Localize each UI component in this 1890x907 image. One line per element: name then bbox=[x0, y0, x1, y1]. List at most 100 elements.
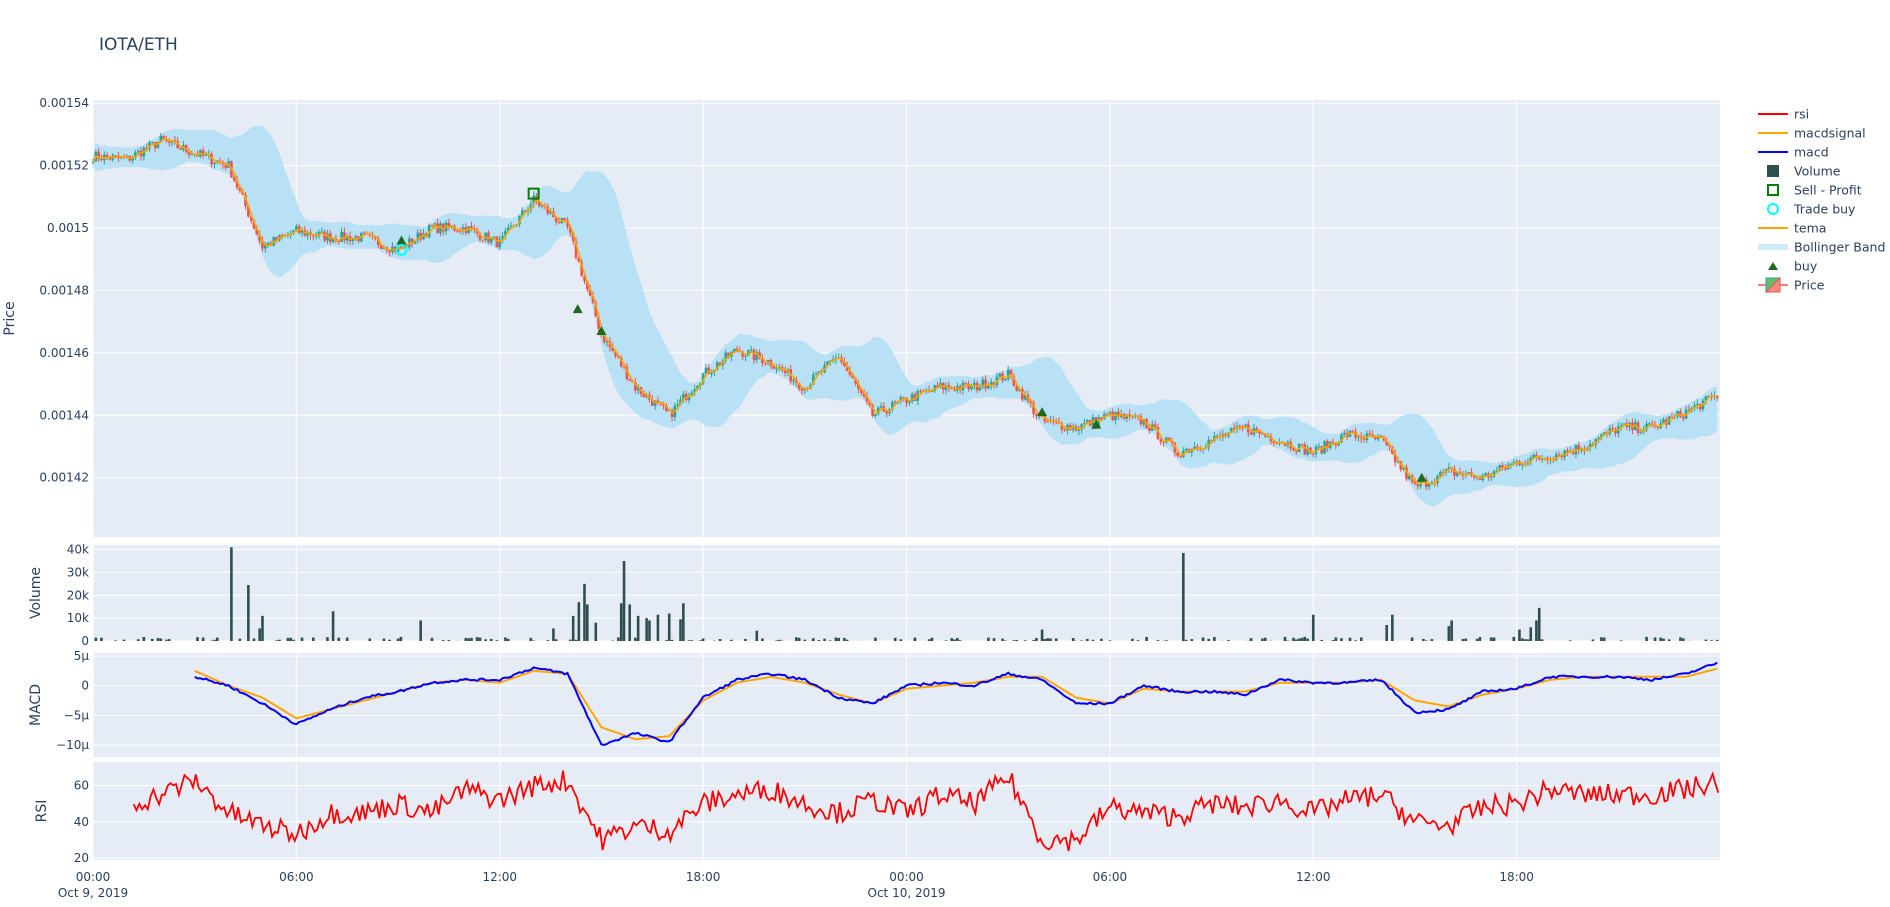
volume-bar bbox=[137, 639, 140, 641]
volume-bar bbox=[202, 638, 205, 641]
volume-bar bbox=[1476, 639, 1479, 641]
volume-bar bbox=[397, 639, 400, 641]
legend-item-trade-buy[interactable]: Trade buy bbox=[1768, 202, 1856, 217]
x-tick-label: 18:00 bbox=[1499, 870, 1534, 884]
volume-bar bbox=[442, 640, 445, 641]
volume-bar bbox=[253, 638, 256, 641]
volume-bar bbox=[1360, 637, 1363, 641]
volume-bar bbox=[702, 638, 705, 641]
volume-bar bbox=[470, 638, 473, 641]
legend-item-buy[interactable]: buy bbox=[1768, 259, 1818, 274]
volume-bar bbox=[555, 639, 558, 641]
volume-bar bbox=[1538, 608, 1541, 641]
legend[interactable]: rsi macdsignal macd Volume Sell - Profit Trad… bbox=[1758, 107, 1885, 293]
candle-body bbox=[1343, 433, 1346, 435]
volume-bar bbox=[1450, 620, 1453, 641]
volume-bar bbox=[479, 638, 482, 641]
volume-bar bbox=[532, 640, 535, 641]
volume-bar bbox=[157, 638, 160, 641]
volume-bar bbox=[388, 640, 391, 641]
y-tick-label: −5μ bbox=[64, 708, 90, 722]
volume-bar bbox=[959, 640, 962, 641]
volume-bar bbox=[1298, 638, 1301, 641]
volume-bar bbox=[326, 637, 329, 641]
volume-bar bbox=[230, 547, 233, 641]
volume-bar bbox=[1600, 637, 1603, 641]
candle-body bbox=[984, 379, 987, 388]
y-tick-label: 20 bbox=[74, 851, 89, 865]
volume-bar bbox=[1213, 637, 1216, 641]
y-axis-title: Volume bbox=[28, 567, 44, 619]
legend-item-rsi[interactable]: rsi bbox=[1758, 107, 1809, 122]
candle-body bbox=[973, 383, 976, 385]
legend-item-macd[interactable]: macd bbox=[1758, 145, 1829, 160]
volume-bar bbox=[1668, 639, 1671, 641]
y-tick-label: 60 bbox=[74, 779, 89, 793]
volume-bar bbox=[987, 638, 990, 641]
volume-bar bbox=[165, 640, 168, 641]
volume-bar bbox=[583, 584, 586, 641]
volume-bar bbox=[1013, 640, 1016, 641]
candle-body bbox=[1682, 417, 1685, 419]
volume-bar bbox=[1165, 640, 1168, 641]
legend-label: macdsignal bbox=[1794, 126, 1866, 141]
volume-bar bbox=[247, 585, 250, 641]
volume-bar bbox=[1592, 640, 1595, 641]
x-tick-label: 12:00 bbox=[482, 870, 517, 884]
volume-bar bbox=[818, 640, 821, 641]
legend-item-price[interactable]: Price bbox=[1758, 278, 1825, 293]
volume-bar bbox=[1524, 639, 1527, 641]
y-tick-label: 0.00152 bbox=[39, 159, 89, 173]
volume-bar bbox=[159, 638, 162, 641]
volume-bar bbox=[1001, 639, 1004, 641]
legend-item-bollinger-band[interactable]: Bollinger Band bbox=[1758, 240, 1885, 255]
volume-bar bbox=[289, 638, 292, 641]
candle-body bbox=[1312, 454, 1315, 455]
volume-bar bbox=[151, 639, 154, 641]
y-tick-label: 0.00148 bbox=[39, 283, 89, 297]
volume-bar bbox=[798, 638, 801, 641]
volume-bar bbox=[1185, 640, 1188, 641]
y-axis-title: Price bbox=[2, 301, 18, 335]
candle-body bbox=[1179, 456, 1182, 457]
y-tick-label: 0 bbox=[81, 634, 89, 648]
volume-bar bbox=[292, 640, 295, 641]
legend-item-volume[interactable]: Volume bbox=[1767, 164, 1841, 179]
volume-bar bbox=[1292, 638, 1295, 641]
volume-bar bbox=[143, 637, 146, 641]
volume-bar bbox=[1518, 630, 1521, 641]
candle-body bbox=[628, 379, 631, 380]
volume-bar bbox=[874, 638, 877, 641]
volume-bar bbox=[645, 618, 648, 641]
volume-bar bbox=[671, 640, 674, 641]
volume-bar bbox=[1521, 638, 1524, 641]
legend-item-sell-profit[interactable]: Sell - Profit bbox=[1768, 183, 1862, 198]
volume-bar bbox=[755, 631, 758, 641]
legend-label: tema bbox=[1794, 221, 1826, 236]
legend-item-macdsignal[interactable]: macdsignal bbox=[1758, 126, 1866, 141]
volume-bar bbox=[1448, 626, 1451, 641]
legend-item-tema[interactable]: tema bbox=[1758, 221, 1826, 236]
volume-bar bbox=[490, 639, 493, 641]
x-tick-label: 00:00 bbox=[889, 870, 924, 884]
candle-body bbox=[1301, 444, 1304, 445]
volume-bar bbox=[637, 616, 640, 641]
volume-bar bbox=[239, 639, 242, 641]
volume-bar bbox=[761, 638, 764, 641]
volume-bar bbox=[1301, 638, 1304, 641]
volume-bar bbox=[1086, 639, 1089, 641]
volume-bar bbox=[1335, 637, 1338, 641]
volume-bar bbox=[168, 639, 171, 641]
volume-bar bbox=[900, 639, 903, 641]
volume-bar bbox=[507, 639, 510, 641]
volume-bar bbox=[1035, 638, 1038, 641]
legend-label: Trade buy bbox=[1793, 202, 1856, 217]
volume-bar bbox=[744, 639, 747, 641]
volume-bar bbox=[578, 602, 581, 641]
legend-label: Price bbox=[1794, 278, 1825, 293]
volume-bar bbox=[594, 623, 597, 641]
y-tick-label: 40k bbox=[67, 543, 89, 557]
square-icon bbox=[1767, 165, 1779, 177]
volume-bar bbox=[552, 628, 555, 641]
